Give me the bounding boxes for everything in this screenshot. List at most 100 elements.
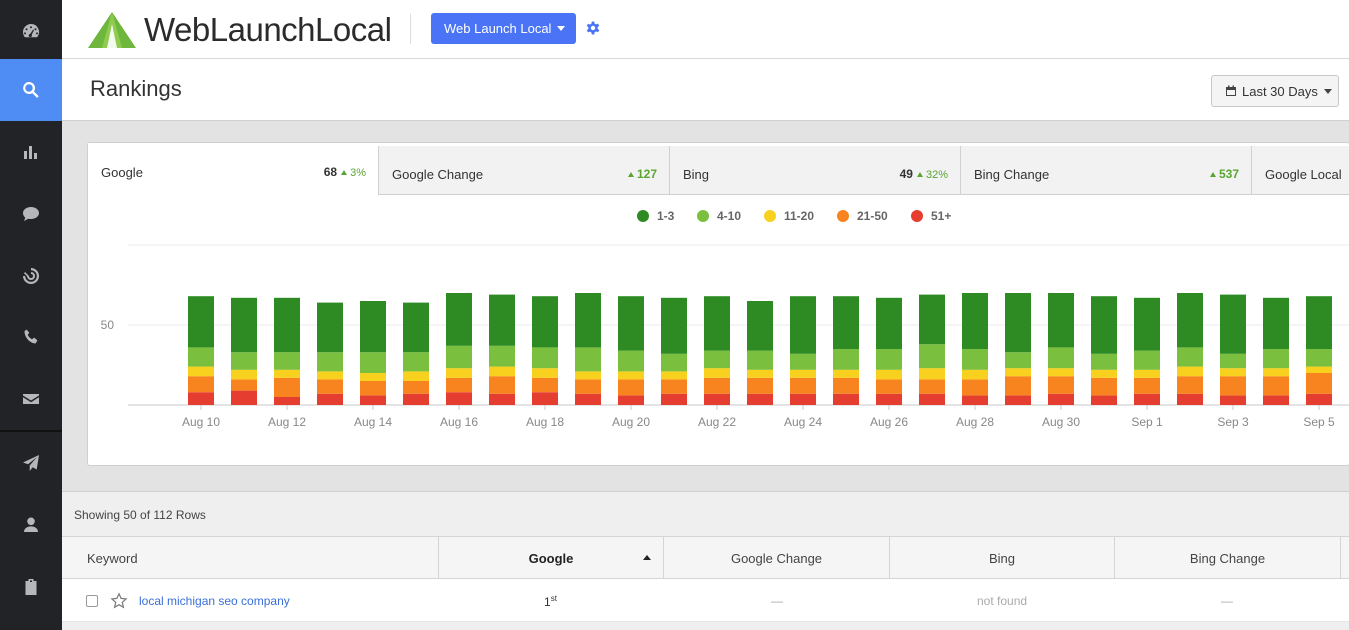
column-header-google-change[interactable]: Google Change [664,537,890,579]
bar-segment-11-20[interactable] [919,368,945,380]
bar-segment-11-20[interactable] [360,373,386,381]
bar-segment-51+[interactable] [704,393,730,405]
bar-segment-1-3[interactable] [704,296,730,351]
bar-segment-1-3[interactable] [747,301,773,351]
bar-segment-11-20[interactable] [747,369,773,378]
bar-segment-21-50[interactable] [1091,377,1117,396]
bar-segment-51+[interactable] [661,393,687,405]
bar-segment-4-10[interactable] [1220,353,1246,369]
legend-item-4-10[interactable]: 4-10 [697,209,741,223]
sidebar-item-users[interactable] [0,494,62,556]
legend-item-51-plus[interactable]: 51+ [911,209,951,223]
bar-segment-51+[interactable] [747,393,773,405]
column-header-bing[interactable]: Bing [890,537,1115,579]
bar-segment-1-3[interactable] [618,296,644,351]
bar-segment-4-10[interactable] [747,350,773,370]
bar-segment-51+[interactable] [1263,395,1289,405]
bar-segment-1-3[interactable] [790,296,816,354]
bar-segment-11-20[interactable] [317,371,343,380]
bar-segment-21-50[interactable] [1306,373,1332,394]
bar-segment-21-50[interactable] [618,379,644,396]
sidebar-item-calls[interactable] [0,306,62,368]
bar-segment-1-3[interactable] [446,293,472,346]
bar-segment-51+[interactable] [1091,395,1117,405]
bar-segment-1-3[interactable] [1091,296,1117,354]
bar-segment-21-50[interactable] [962,379,988,396]
bar-segment-4-10[interactable] [1177,347,1203,367]
bar-segment-4-10[interactable] [790,353,816,370]
sidebar-item-dashboard[interactable] [0,0,62,62]
bar-segment-4-10[interactable] [317,352,343,372]
bar-segment-51+[interactable] [1306,393,1332,405]
bar-segment-21-50[interactable] [1005,376,1031,396]
sidebar-item-email[interactable] [0,368,62,430]
bar-segment-51+[interactable] [790,393,816,405]
bar-segment-21-50[interactable] [876,379,902,394]
bar-segment-11-20[interactable] [1263,368,1289,377]
bar-segment-11-20[interactable] [1220,368,1246,377]
bar-segment-51+[interactable] [317,393,343,405]
bar-segment-51+[interactable] [1048,393,1074,405]
bar-segment-1-3[interactable] [1220,294,1246,354]
bar-segment-11-20[interactable] [188,366,214,377]
bar-segment-21-50[interactable] [1048,376,1074,394]
bar-segment-21-50[interactable] [790,377,816,394]
bar-segment-4-10[interactable] [1263,349,1289,369]
sidebar-item-reviews[interactable] [0,183,62,245]
bar-segment-1-3[interactable] [403,302,429,353]
sidebar-item-citations[interactable] [0,245,62,307]
tab-google-change[interactable]: Google Change 127 [378,146,669,195]
bar-segment-21-50[interactable] [575,379,601,394]
tab-bing[interactable]: Bing 49 32% [669,146,960,195]
bar-segment-21-50[interactable] [317,379,343,394]
bar-segment-1-3[interactable] [489,294,515,346]
legend-item-21-50[interactable]: 21-50 [837,209,888,223]
bar-segment-21-50[interactable] [1263,376,1289,396]
bar-segment-1-3[interactable] [1263,297,1289,349]
bar-segment-21-50[interactable] [919,379,945,394]
bar-segment-4-10[interactable] [1091,353,1117,370]
bar-segment-51+[interactable] [833,393,859,405]
bar-segment-1-3[interactable] [317,302,343,353]
sidebar-item-tasks[interactable] [0,556,62,618]
bar-segment-4-10[interactable] [1306,349,1332,367]
tab-bing-change[interactable]: Bing Change 537 [960,146,1251,195]
bar-segment-51+[interactable] [188,392,214,405]
bar-segment-1-3[interactable] [231,297,257,353]
brand-logo[interactable]: WebLaunchLocal [86,10,392,50]
row-checkbox[interactable] [86,595,98,607]
bar-segment-51+[interactable] [1005,395,1031,405]
bar-segment-51+[interactable] [962,395,988,405]
bar-segment-11-20[interactable] [575,371,601,380]
bar-segment-4-10[interactable] [489,345,515,367]
sidebar-item-reports[interactable] [0,121,62,183]
bar-segment-51+[interactable] [1177,393,1203,405]
bar-segment-11-20[interactable] [790,369,816,378]
bar-segment-4-10[interactable] [661,353,687,372]
bar-segment-51+[interactable] [360,395,386,405]
bar-segment-4-10[interactable] [575,347,601,372]
bar-segment-21-50[interactable] [833,377,859,394]
bar-segment-11-20[interactable] [618,371,644,380]
bar-segment-4-10[interactable] [532,347,558,369]
bar-segment-11-20[interactable] [661,371,687,380]
bar-segment-4-10[interactable] [403,352,429,372]
column-header-bing-change[interactable]: Bing Change [1115,537,1341,579]
bar-segment-4-10[interactable] [876,349,902,370]
bar-segment-21-50[interactable] [188,376,214,393]
bar-segment-51+[interactable] [876,393,902,405]
bar-segment-4-10[interactable] [231,352,257,370]
bar-segment-4-10[interactable] [1134,350,1160,370]
bar-segment-51+[interactable] [446,392,472,405]
bar-segment-51+[interactable] [231,390,257,405]
sidebar-item-campaigns[interactable] [0,432,62,494]
bar-segment-1-3[interactable] [962,293,988,349]
bar-segment-1-3[interactable] [188,296,214,348]
bar-segment-1-3[interactable] [532,296,558,348]
bar-segment-11-20[interactable] [1134,369,1160,378]
bar-segment-51+[interactable] [1134,393,1160,405]
bar-segment-11-20[interactable] [274,369,300,378]
tab-google-local[interactable]: Google Local [1251,146,1349,195]
bar-segment-21-50[interactable] [661,379,687,394]
bar-segment-21-50[interactable] [231,379,257,391]
